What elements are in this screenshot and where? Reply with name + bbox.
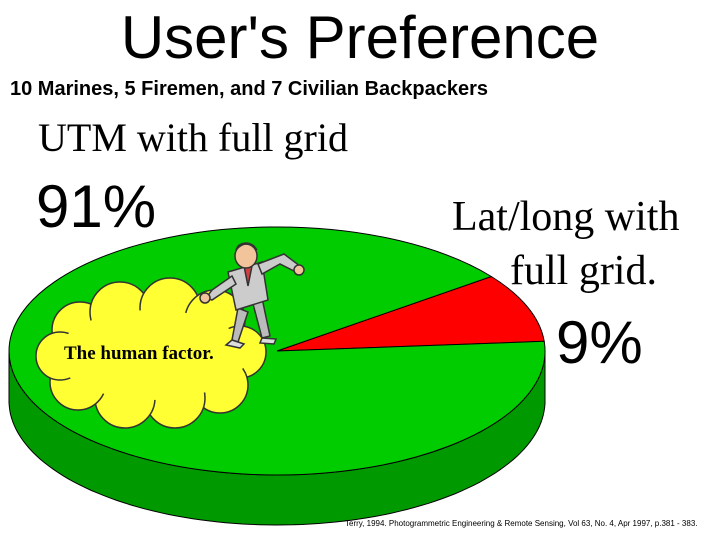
- utm-slice-percent: 91%: [36, 173, 157, 240]
- utm-slice-label: UTM with full grid: [38, 115, 348, 160]
- citation: Terry, 1994. Photogrammetric Engineering…: [345, 519, 698, 528]
- pie-slice-lat-long-with-full-grid: [276, 275, 545, 352]
- businessman-figure: [199, 242, 305, 349]
- latlong-slice-label-line2: full grid.: [510, 248, 657, 294]
- callout-text: The human factor.: [64, 343, 214, 364]
- cloud-callout: [35, 277, 267, 429]
- latlong-slice-label-line1: Lat/long with: [452, 194, 680, 240]
- page-subtitle: 10 Marines, 5 Firemen, and 7 Civilian Ba…: [10, 78, 489, 100]
- page-title: User's Preference: [120, 4, 600, 71]
- latlong-slice-percent: 9%: [556, 309, 643, 376]
